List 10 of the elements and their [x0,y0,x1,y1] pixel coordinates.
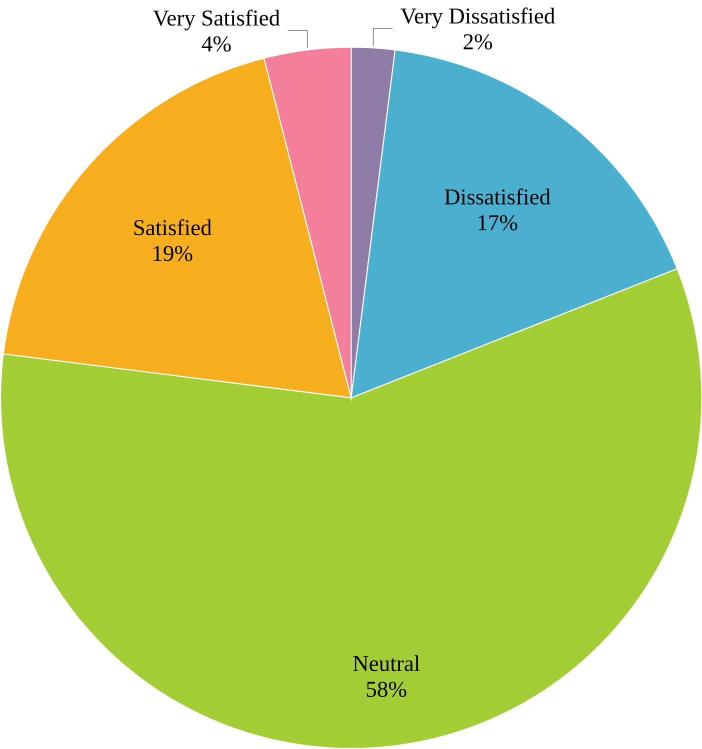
slice-label: Neutral [352,655,420,672]
data-label: 2% [464,34,492,50]
data-label: 58% [366,682,406,698]
slice-label: Very Dissatisfied [400,8,555,28]
data-label: 19% [153,246,192,262]
data-label: 4% [202,36,231,52]
slice-label: Very Satisfied [152,10,280,30]
slice-label: Satisfied [134,219,212,236]
slice-label: Dissatisfied [444,188,550,205]
data-label: 17% [478,215,518,230]
